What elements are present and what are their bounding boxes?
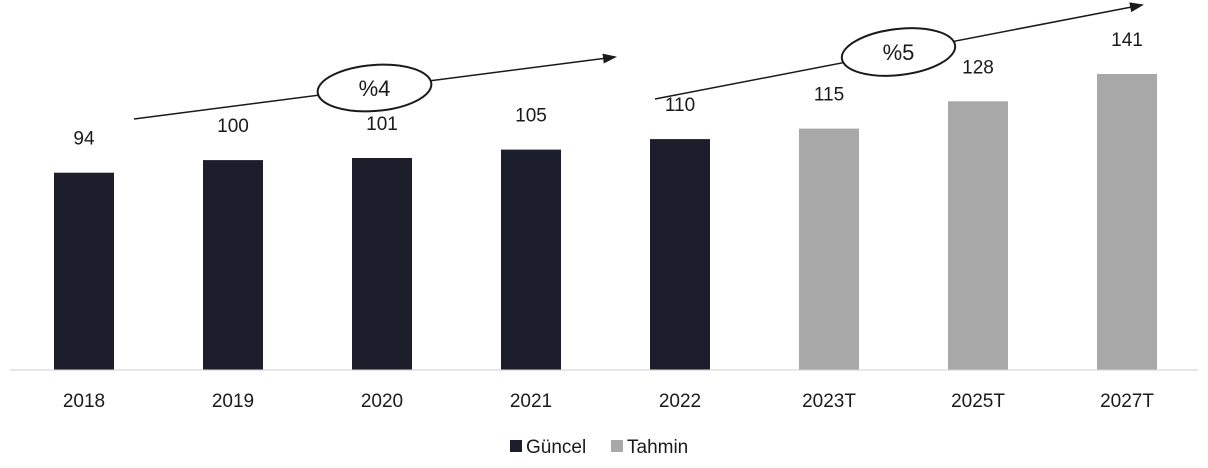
bar-2025T (948, 101, 1008, 371)
legend-label-1: Güncel (526, 437, 586, 458)
value-label-2027T: 141 (1111, 30, 1143, 51)
value-labels-group: 94 100 101 105 110 115 128 141 (73, 30, 1142, 150)
growth-rate-label-2: %5 (883, 40, 915, 65)
value-label-2022: 110 (665, 95, 695, 116)
bars-group (54, 74, 1157, 371)
x-tick-2018: 2018 (63, 391, 105, 412)
legend-swatch-2 (611, 440, 623, 452)
x-tick-2019: 2019 (212, 391, 254, 412)
bar-2019 (203, 160, 263, 370)
growth-rate-label-1: %4 (359, 76, 391, 101)
x-tick-2020: 2020 (361, 391, 403, 412)
legend: Güncel Tahmin (510, 437, 688, 458)
x-tick-labels-group: 2018 2019 2020 2021 2022 2023T 2025T 2027T (63, 391, 1154, 412)
value-label-2020: 101 (366, 114, 398, 135)
x-tick-2023T: 2023T (802, 391, 856, 412)
bar-2027T (1097, 74, 1157, 370)
bar-2023T (799, 128, 859, 370)
value-label-2021: 105 (515, 106, 547, 127)
x-tick-2022: 2022 (659, 391, 701, 412)
bar-2021 (501, 149, 561, 370)
value-label-2018: 94 (73, 129, 95, 150)
bar-2022 (650, 139, 710, 370)
value-label-2023T: 115 (814, 85, 844, 106)
value-label-2025T: 128 (962, 57, 994, 78)
legend-swatch-1 (510, 440, 522, 452)
bar-2020 (352, 158, 412, 370)
growth-ellipse-1 (316, 63, 433, 113)
value-label-2019: 100 (217, 116, 249, 137)
legend-label-2: Tahmin (627, 437, 688, 458)
bar-2018 (54, 172, 114, 370)
growth-annotations-group: %4 %5 (133, 2, 1144, 120)
x-tick-2025T: 2025T (951, 391, 1005, 412)
x-tick-2027T: 2027T (1100, 391, 1154, 412)
x-tick-2021: 2021 (510, 391, 552, 412)
growth-ellipse-2 (840, 27, 957, 77)
